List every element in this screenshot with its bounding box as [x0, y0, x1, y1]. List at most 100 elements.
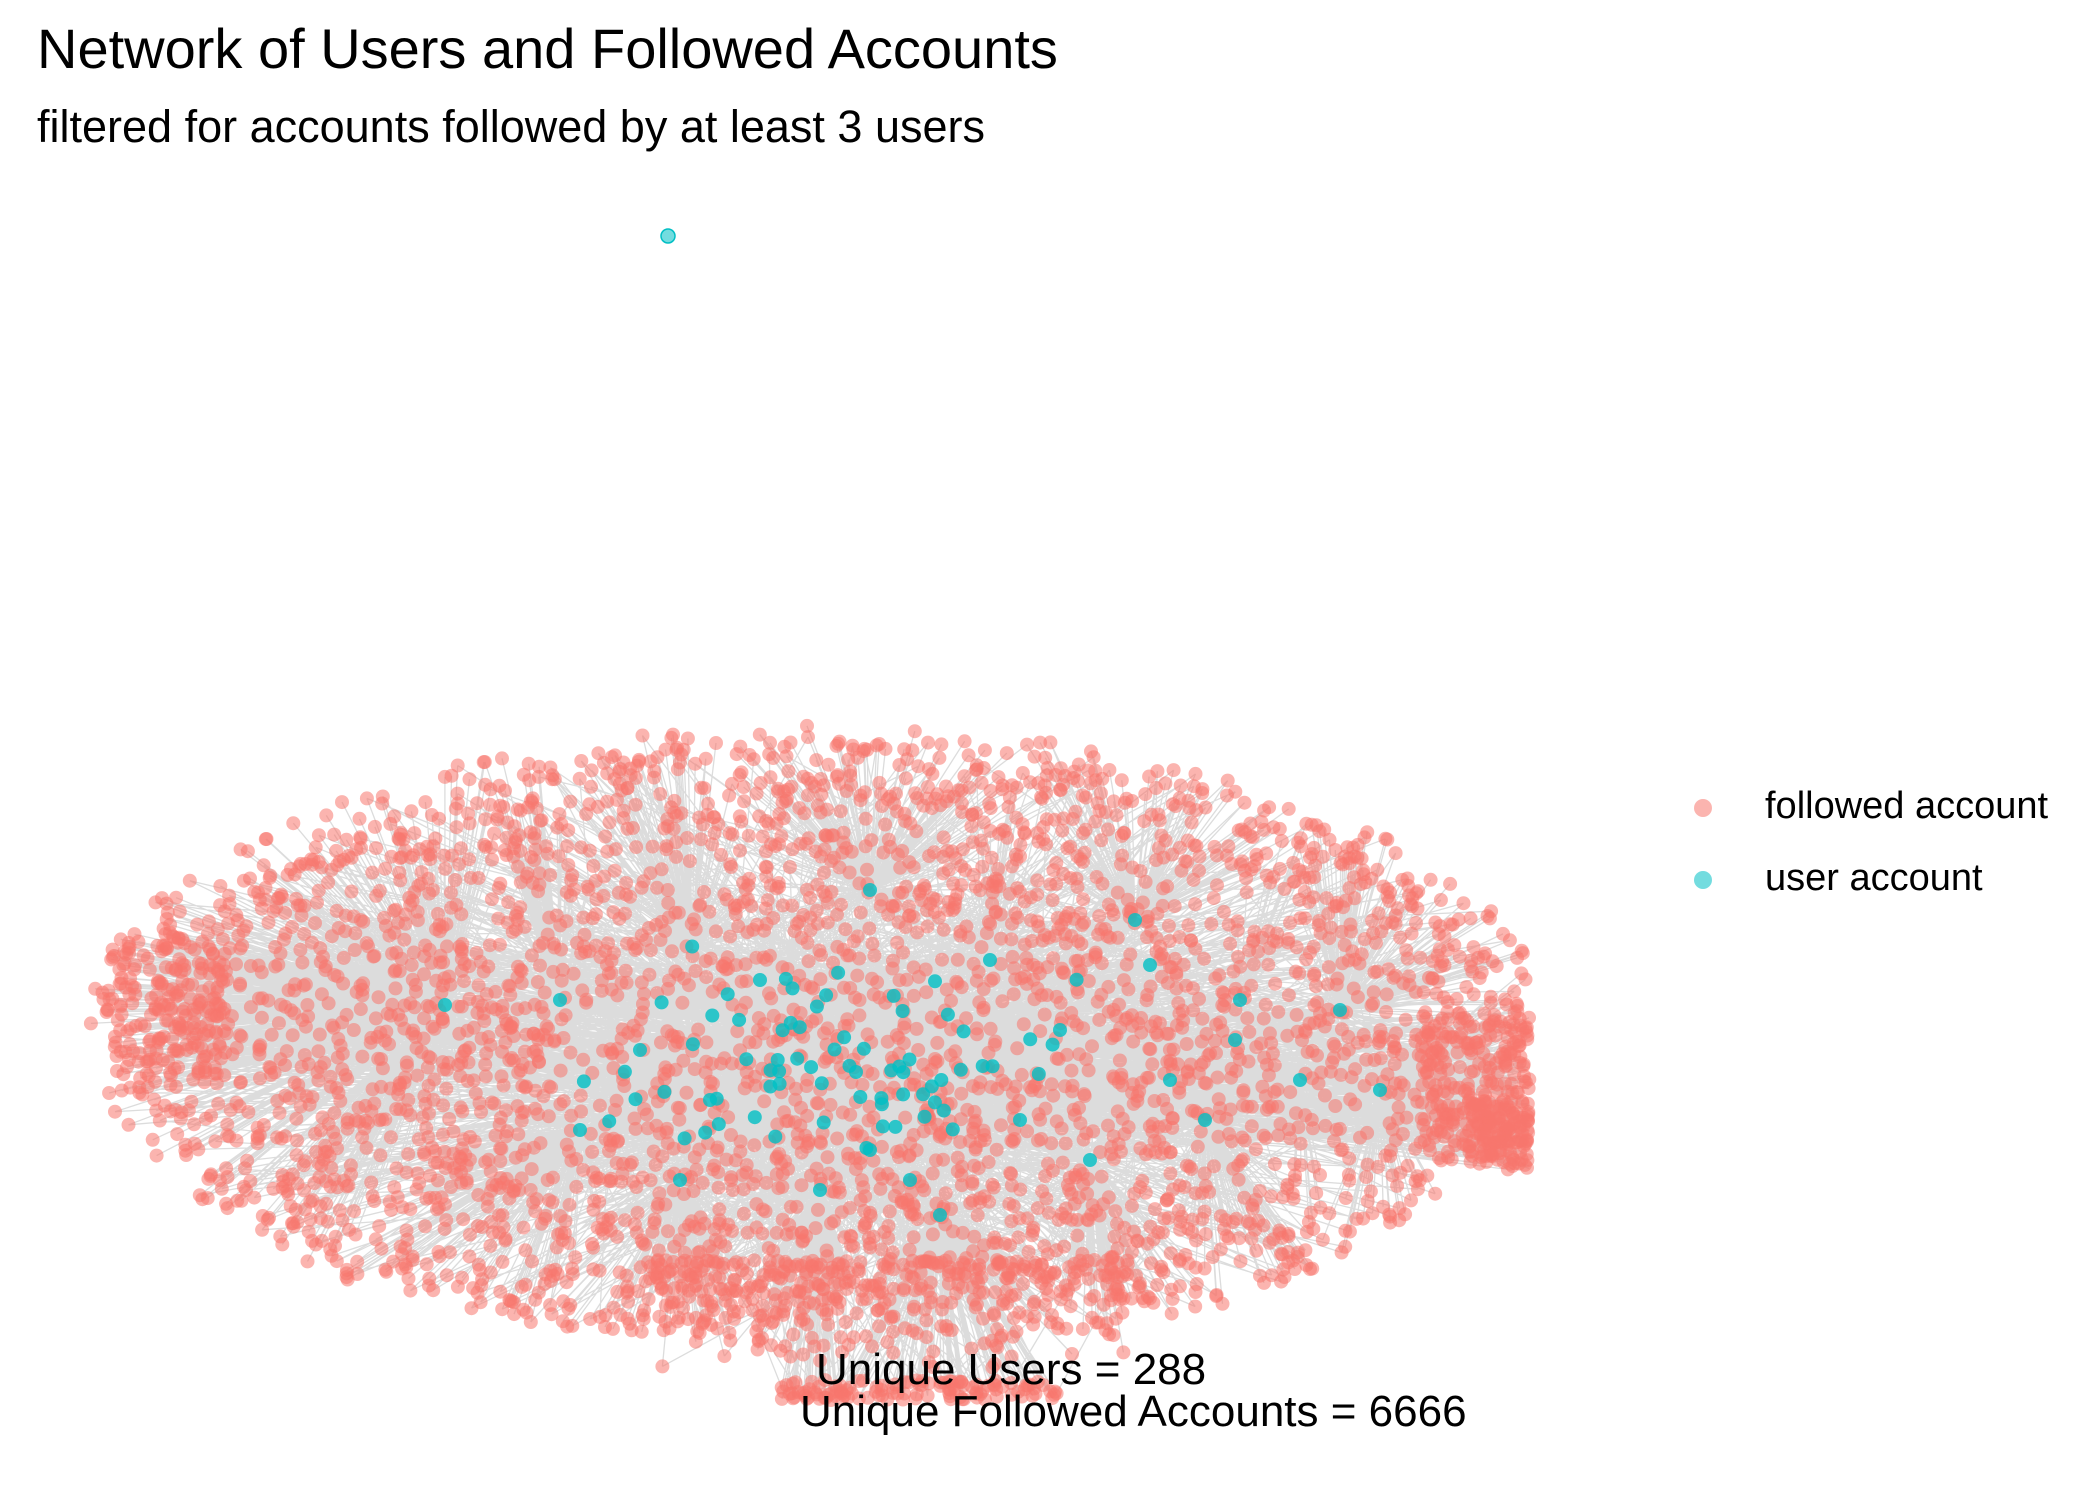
- user-account-node: [831, 965, 846, 980]
- followed-account-node: [720, 950, 735, 965]
- followed-account-node: [699, 1054, 714, 1069]
- followed-account-node: [648, 1157, 663, 1172]
- followed-account-node: [1398, 1012, 1413, 1027]
- followed-account-node: [982, 1194, 997, 1209]
- followed-account-node: [1026, 1223, 1040, 1238]
- followed-account-node: [925, 766, 940, 781]
- followed-account-node: [838, 1315, 853, 1330]
- followed-account-node: [1229, 1211, 1244, 1226]
- followed-account-node: [395, 1247, 410, 1262]
- followed-account-node: [694, 780, 709, 795]
- followed-account-node: [985, 1360, 1000, 1375]
- followed-account-node: [989, 1389, 1004, 1404]
- followed-account-node: [792, 801, 807, 816]
- followed-account-node: [1360, 1194, 1375, 1209]
- isolated-user-account-node: [660, 228, 676, 244]
- followed-account-node: [873, 1181, 888, 1196]
- followed-account-node: [521, 756, 536, 771]
- followed-account-node: [724, 1170, 739, 1185]
- followed-account-node: [1486, 1146, 1501, 1161]
- followed-account-node: [846, 742, 861, 757]
- followed-account-node: [1287, 1262, 1302, 1276]
- followed-account-node: [495, 751, 509, 766]
- followed-account-node: [749, 1197, 764, 1212]
- followed-account-node: [1489, 1077, 1504, 1092]
- followed-account-node: [1413, 950, 1428, 965]
- unique-followed-annotation: Unique Followed Accounts = 6666: [800, 1387, 1467, 1436]
- followed-account-node: [645, 839, 660, 854]
- followed-account-node: [856, 1180, 871, 1195]
- followed-account-node: [902, 1149, 917, 1164]
- followed-account-node: [1133, 1141, 1148, 1156]
- followed-account-node: [1305, 1071, 1320, 1086]
- followed-account-node: [1307, 1159, 1321, 1174]
- followed-account-node: [450, 758, 465, 773]
- followed-account-node: [607, 863, 622, 878]
- followed-account-node: [788, 1375, 803, 1390]
- followed-account-node: [1341, 1167, 1356, 1182]
- followed-account-node: [1357, 932, 1372, 947]
- followed-account-node: [340, 1272, 355, 1287]
- followed-account-node: [353, 1002, 368, 1017]
- followed-account-node: [339, 1007, 354, 1022]
- followed-account-node: [1149, 853, 1164, 868]
- followed-account-node: [634, 1324, 649, 1339]
- followed-account-node: [169, 985, 184, 1000]
- followed-account-node: [404, 804, 419, 819]
- followed-account-node: [1298, 1108, 1313, 1123]
- followed-account-node: [333, 1038, 348, 1053]
- followed-account-node: [1158, 1119, 1173, 1134]
- followed-account-node: [1114, 773, 1129, 788]
- followed-account-node: [1328, 1039, 1342, 1054]
- followed-account-node: [882, 1292, 897, 1307]
- followed-account-node: [939, 1319, 954, 1333]
- followed-account-node: [711, 1180, 726, 1195]
- followed-account-node: [1120, 1257, 1135, 1272]
- followed-account-node: [1209, 1017, 1224, 1032]
- followed-account-node: [145, 1132, 160, 1147]
- followed-account-node: [514, 1171, 529, 1186]
- followed-account-node: [610, 1134, 625, 1149]
- followed-account-node: [1409, 916, 1423, 930]
- followed-account-node: [220, 1128, 235, 1143]
- followed-account-node: [537, 1276, 552, 1291]
- followed-account-node: [584, 763, 599, 778]
- followed-account-node: [500, 1124, 515, 1139]
- followed-account-node: [821, 757, 836, 772]
- followed-account-node: [717, 1349, 732, 1364]
- followed-account-node: [174, 1105, 189, 1120]
- user-account-node: [975, 1059, 990, 1073]
- followed-account-node: [1015, 817, 1030, 832]
- followed-account-node: [738, 882, 753, 897]
- followed-account-node: [608, 1103, 622, 1117]
- followed-account-node: [1004, 1166, 1019, 1181]
- followed-account-node: [1111, 1075, 1126, 1090]
- followed-account-node: [899, 879, 914, 894]
- followed-account-node: [1276, 1262, 1291, 1277]
- followed-account-node: [159, 912, 174, 927]
- user-account-node: [884, 1063, 899, 1078]
- followed-account-node: [742, 1035, 757, 1050]
- followed-account-node: [666, 727, 680, 742]
- followed-account-node: [976, 1285, 991, 1300]
- followed-account-node: [1421, 1027, 1436, 1042]
- followed-account-node: [869, 738, 884, 753]
- followed-account-node: [374, 1241, 389, 1256]
- followed-account-node: [738, 995, 753, 1010]
- followed-account-node: [1056, 866, 1071, 881]
- followed-account-node: [328, 1131, 343, 1146]
- followed-account-node: [782, 860, 797, 875]
- followed-account-node: [1283, 1131, 1298, 1146]
- followed-account-node: [213, 879, 228, 893]
- followed-account-node: [983, 801, 998, 816]
- followed-account-node: [1169, 981, 1184, 996]
- followed-account-node: [770, 781, 785, 796]
- followed-account-node: [263, 868, 278, 883]
- followed-account-node: [827, 1214, 842, 1229]
- followed-account-node: [1008, 972, 1023, 987]
- followed-account-node: [1006, 1311, 1021, 1326]
- followed-account-node: [1281, 988, 1296, 1003]
- followed-account-node: [1013, 849, 1028, 864]
- legend-label-followed-account: followed account: [1765, 785, 2049, 827]
- followed-account-node: [1441, 1012, 1456, 1027]
